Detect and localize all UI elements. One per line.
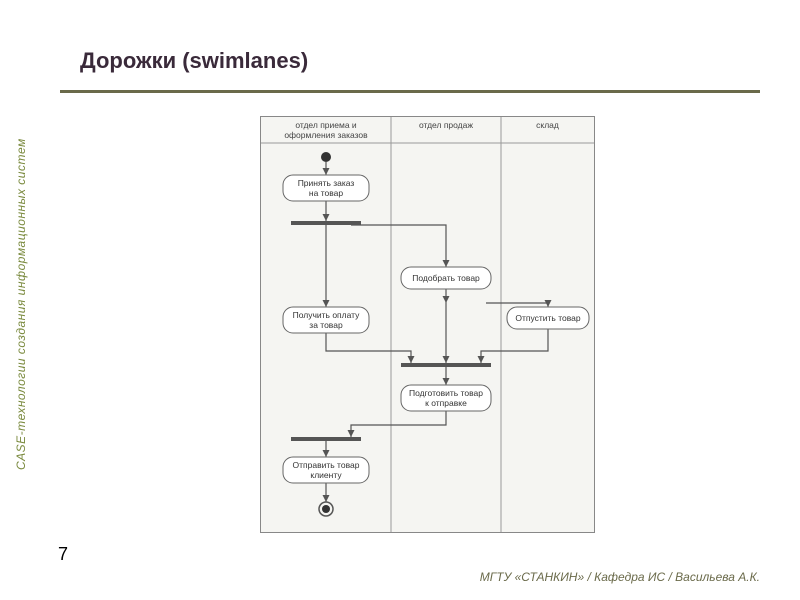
page-number: 7 <box>58 544 68 565</box>
svg-text:за товар: за товар <box>309 320 343 330</box>
sync-bar <box>291 221 361 225</box>
flow-edge <box>326 333 411 363</box>
slide-title: Дорожки (swimlanes) <box>80 48 308 74</box>
start-node <box>321 152 331 162</box>
lane-header: отдел приема и <box>295 120 357 130</box>
flow-edge <box>481 329 548 363</box>
svg-text:Подготовить товар: Подготовить товар <box>409 388 483 398</box>
svg-text:клиенту: клиенту <box>310 470 342 480</box>
footer-credit: МГТУ «СТАНКИН» / Кафедра ИС / Васильева … <box>480 570 760 584</box>
sync-bar <box>291 437 361 441</box>
side-course-label: CASE-технологии создания информационных … <box>14 138 28 470</box>
svg-text:Подобрать товар: Подобрать товар <box>412 273 480 283</box>
title-divider <box>60 90 760 93</box>
svg-text:Принять заказ: Принять заказ <box>298 178 355 188</box>
lane-header: отдел продаж <box>419 120 473 130</box>
svg-text:к отправке: к отправке <box>425 398 467 408</box>
svg-text:Получить оплату: Получить оплату <box>293 310 361 320</box>
svg-text:Отправить товар: Отправить товар <box>293 460 360 470</box>
lane-header: склад <box>536 120 559 130</box>
flow-edge <box>486 303 548 307</box>
lane-header: оформления заказов <box>284 130 368 140</box>
swimlane-diagram: отдел приема иоформления заказов отдел пр… <box>260 116 595 533</box>
flow-edge <box>351 411 446 437</box>
sync-bar <box>401 363 491 367</box>
svg-text:Отпустить товар: Отпустить товар <box>515 313 581 323</box>
flow-edge <box>351 225 446 267</box>
svg-text:на товар: на товар <box>309 188 343 198</box>
